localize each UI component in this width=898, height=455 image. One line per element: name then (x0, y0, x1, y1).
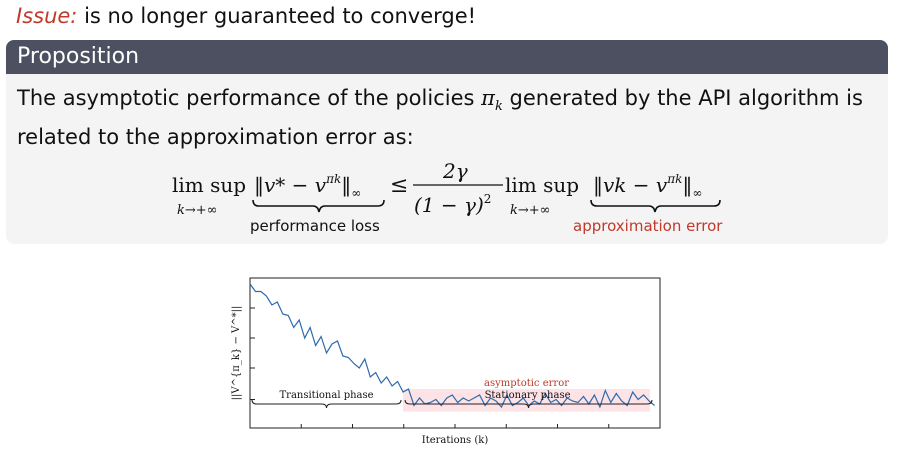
frac-den: (1 − γ)2 (414, 192, 491, 217)
stationary-label: Stationary phase (485, 390, 571, 401)
series-line (249, 283, 655, 409)
underbrace-left (252, 199, 385, 213)
x-axis-label: Iterations (k) (422, 435, 489, 446)
underbrace-right (590, 199, 721, 213)
lim-sub-right: k→+∞ (510, 203, 551, 218)
frac-num: 2γ (442, 159, 468, 183)
right-norm: ‖vk − vπk‖∞ (593, 172, 702, 200)
proposition-text-after: generated by the API algorithm is relate… (17, 86, 863, 150)
stationary-brace (404, 399, 653, 409)
pi-sub: k (494, 99, 503, 115)
band-label: asymptotic error (484, 378, 569, 389)
issue-label: Issue: (16, 4, 78, 28)
performance-loss-label: performance loss (250, 217, 380, 235)
pi-symbol: πk (481, 86, 503, 114)
issue-line: Issue: is no longer guaranteed to conver… (16, 2, 476, 30)
proposition-text: The asymptotic performance of the polici… (17, 83, 877, 152)
chart-svg: asymptotic error Transitional phase Statio… (231, 277, 661, 446)
proposition-title: Proposition (6, 40, 888, 74)
proposition-text-before: The asymptotic performance of the polici… (17, 86, 482, 110)
issue-text: is no longer guaranteed to converge! (84, 4, 477, 28)
approximation-error-label: approximation error (573, 217, 723, 235)
transitional-brace (251, 399, 402, 409)
y-axis-label: ||V^{π_k} − V^*|| (231, 306, 242, 401)
transitional-label: Transitional phase (280, 390, 374, 401)
formula: lim sup k→+∞ ‖v* − vπk‖∞ ≤ 2γ (1 − γ)2 l… (172, 159, 723, 235)
lim-sub-left: k→+∞ (177, 203, 218, 218)
proposition-block: Proposition The asymptotic performance o… (6, 40, 888, 244)
lim-sup-left: lim sup (172, 173, 246, 197)
asymptotic-error-band (403, 389, 650, 412)
leq-sign: ≤ (390, 173, 408, 198)
left-norm: ‖v* − vπk‖∞ (254, 172, 361, 200)
convergence-chart: asymptotic error Transitional phase Statio… (226, 270, 666, 450)
pi-glyph: π (481, 86, 495, 110)
lim-sup-right: lim sup (505, 173, 579, 197)
